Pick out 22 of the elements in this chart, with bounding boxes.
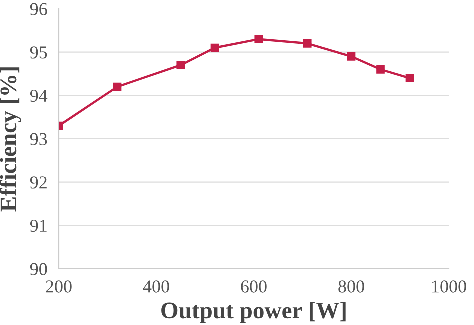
y-tick-label: 92 [30, 176, 47, 189]
point [113, 82, 122, 92]
point [254, 35, 264, 44]
point [376, 66, 385, 74]
point [347, 52, 356, 61]
x-tick-label: 400 [143, 280, 170, 293]
point [210, 44, 220, 52]
x-tick-label: 600 [241, 280, 267, 293]
x-tick-label: 800 [338, 280, 364, 293]
x-tick-label: 200 [46, 280, 72, 293]
y-tick-label: 96 [30, 3, 48, 16]
y-tick-label: 90 [30, 263, 48, 276]
y-tick-label: 94 [30, 90, 48, 102]
y-tick-label: 93 [30, 133, 48, 146]
x-axis-title: Output power [W] [162, 302, 346, 324]
y-tick-label: 95 [30, 46, 48, 59]
point [176, 61, 186, 70]
y-axis-title: Efficiency [%] [0, 68, 22, 212]
y-tick-label: 91 [30, 220, 47, 232]
x-tick-label: 1000 [432, 280, 466, 293]
point [303, 40, 312, 48]
point [406, 74, 414, 82]
